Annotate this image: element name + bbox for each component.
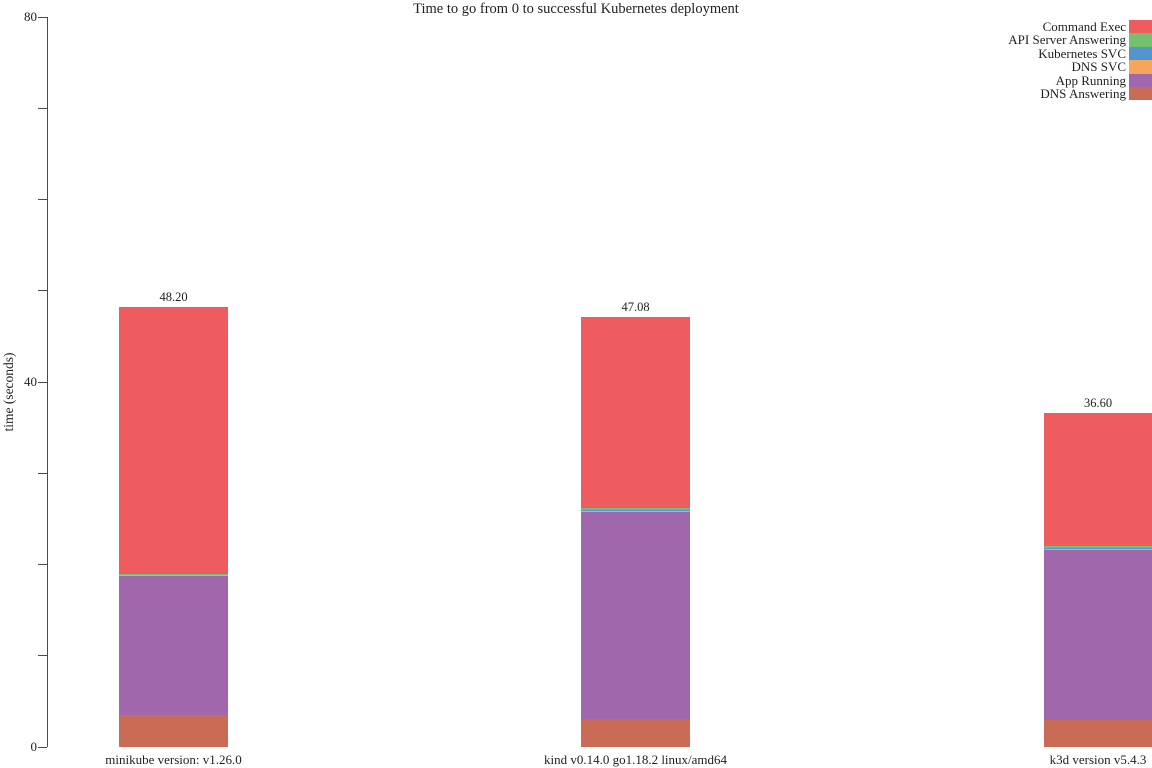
legend-label: Command Exec	[1042, 19, 1126, 34]
bar-segment-command-exec	[581, 317, 690, 509]
chart-title: Time to go from 0 to successful Kubernet…	[413, 1, 739, 17]
y-tick-label: 0	[30, 739, 38, 754]
legend-swatch	[1129, 20, 1152, 34]
bar-segment-command-exec	[1043, 413, 1152, 547]
y-tick-mark	[38, 381, 47, 383]
bar-segment-kubernetes-svc	[1043, 547, 1152, 549]
y-tick-mark	[38, 290, 47, 292]
y-tick-mark	[38, 746, 47, 748]
y-axis-line	[47, 17, 48, 747]
bar-segment-dns-answering	[1043, 719, 1152, 747]
bar-segment-dns-svc	[119, 575, 228, 577]
legend-swatch	[1129, 60, 1152, 74]
bar-segment-kubernetes-svc	[119, 574, 228, 576]
y-tick-mark	[38, 655, 47, 657]
legend-label: DNS Answering	[1040, 85, 1126, 101]
legend-label: Kubernetes SVC	[1038, 45, 1126, 61]
bar-segment-dns-answering	[119, 715, 228, 747]
y-tick-mark	[38, 107, 47, 109]
y-axis-label: time (seconds)	[1, 352, 16, 432]
legend-row-api-server-answering: API Server Answering	[1008, 32, 1152, 48]
bar-segment-app-running	[581, 512, 690, 719]
bar-segment-dns-answering	[581, 718, 690, 747]
legend-row-app-running: App Running	[1008, 72, 1152, 88]
x-category-label: minikube version: v1.26.0	[105, 752, 242, 767]
bar-segment-app-running	[119, 576, 228, 716]
x-category-label: k3d version v5.4.3	[1049, 752, 1147, 767]
legend-label: App Running	[1055, 72, 1126, 88]
legend-swatch	[1129, 33, 1152, 47]
legend-row-kubernetes-svc: Kubernetes SVC	[1008, 45, 1152, 61]
y-tick-mark	[38, 16, 47, 18]
x-category-label: kind v0.14.0 go1.18.2 linux/amd64	[543, 752, 728, 767]
legend-row-command-exec: Command Exec	[1008, 20, 1152, 33]
bar-segment-kubernetes-svc	[581, 510, 690, 512]
y-tick-label: 40	[24, 374, 37, 389]
bar-segment-command-exec	[119, 307, 228, 574]
bar-total-label: 47.08	[621, 300, 650, 315]
legend-swatch	[1129, 46, 1152, 61]
bar-segment-api-server-answering	[1043, 546, 1152, 548]
legend-row-dns-svc: DNS SVC	[1008, 59, 1152, 75]
y-tick-label: 80	[24, 9, 37, 24]
legend-swatch	[1129, 73, 1152, 87]
bar-segment-dns-svc	[1043, 548, 1152, 550]
bar-total-label: 36.60	[1083, 396, 1113, 411]
legend-row-dns-answering: DNS Answering	[1008, 87, 1152, 100]
bar-total-label: 48.20	[159, 290, 188, 305]
bar-segment-app-running	[1043, 549, 1152, 720]
y-tick-mark	[38, 199, 47, 200]
bar-segment-dns-svc	[581, 511, 690, 513]
legend-label: DNS SVC	[1071, 59, 1126, 75]
legend: Command Exec API Server Answering Kubernet…	[1008, 20, 1152, 100]
y-tick-mark	[38, 564, 47, 565]
bar-segment-api-server-answering	[119, 573, 228, 575]
legend-label: API Server Answering	[1008, 32, 1126, 48]
bar-segment-api-server-answering	[581, 508, 690, 511]
legend-swatch	[1129, 86, 1152, 101]
y-tick-mark	[38, 472, 47, 474]
